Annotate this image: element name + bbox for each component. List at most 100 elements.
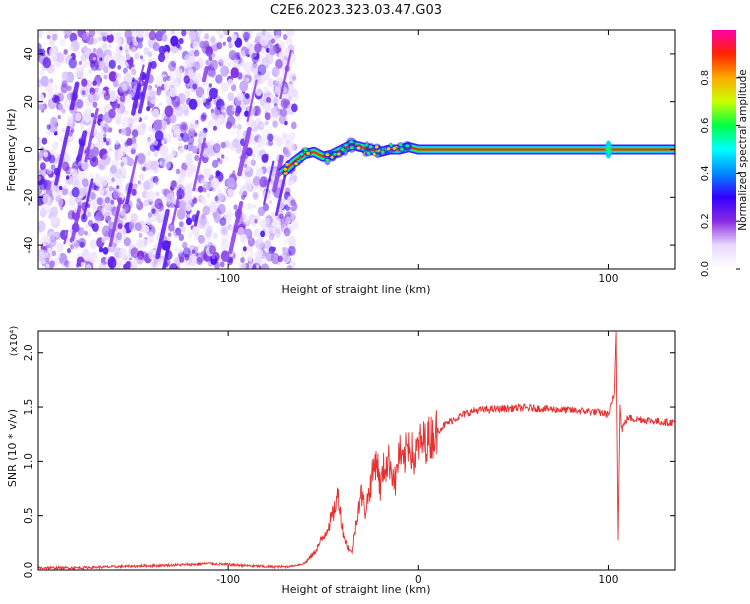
noise-speck bbox=[67, 210, 76, 220]
snr-ytick-label: 1.0 bbox=[23, 453, 35, 470]
noise-speck bbox=[57, 115, 61, 120]
spectrogram-xlabel: Height of straight line (km) bbox=[281, 283, 430, 296]
snr-ytick-label: 1.5 bbox=[23, 399, 35, 416]
noise-speck bbox=[81, 178, 89, 188]
ridge-blob-core bbox=[349, 140, 354, 144]
noise-speck bbox=[126, 137, 133, 146]
noise-speck bbox=[125, 260, 132, 269]
noise-streak bbox=[155, 208, 170, 260]
snr-xtick-label: 100 bbox=[598, 574, 618, 586]
noise-speck bbox=[191, 225, 200, 236]
noise-speck bbox=[156, 199, 160, 204]
noise-speck bbox=[77, 227, 85, 237]
noise-speck bbox=[90, 113, 95, 118]
noise-speck bbox=[53, 257, 60, 266]
noise-speck bbox=[228, 42, 233, 49]
noise-speck bbox=[216, 157, 221, 162]
noise-streak bbox=[161, 240, 172, 269]
noise-speck bbox=[169, 263, 178, 269]
noise-speck bbox=[146, 90, 156, 103]
noise-speck bbox=[263, 86, 268, 92]
noise-speck bbox=[70, 243, 75, 250]
noise-speck bbox=[71, 240, 80, 251]
noise-speck bbox=[205, 46, 214, 57]
noise-speck bbox=[185, 182, 192, 191]
noise-speck bbox=[257, 136, 266, 148]
noise-speck bbox=[156, 89, 162, 96]
noise-speck bbox=[56, 242, 64, 253]
noise-speck bbox=[209, 87, 218, 100]
noise-speck bbox=[201, 197, 207, 205]
noise-speck bbox=[239, 80, 249, 92]
noise-speck bbox=[201, 112, 207, 120]
ridge-blob-core bbox=[306, 151, 310, 155]
noise-speck bbox=[194, 49, 200, 57]
noise-speck bbox=[271, 66, 280, 78]
noise-speck bbox=[40, 75, 49, 87]
noise-speck bbox=[124, 62, 129, 67]
noise-speck bbox=[40, 104, 45, 110]
noise-speck bbox=[116, 114, 122, 122]
noise-speck bbox=[217, 192, 225, 201]
noise-speck bbox=[220, 141, 226, 149]
noise-speck bbox=[281, 108, 288, 117]
noise-speck bbox=[194, 119, 199, 125]
noise-speck bbox=[240, 262, 247, 269]
noise-speck bbox=[201, 96, 207, 103]
noise-speck bbox=[81, 33, 88, 41]
noise-streak bbox=[228, 201, 244, 254]
noise-speck bbox=[111, 158, 120, 169]
noise-speck bbox=[212, 232, 219, 240]
ridge-blob-core bbox=[303, 148, 308, 152]
colorbar-ticks: 0.0 0.2 0.4 0.6 0.8 bbox=[700, 70, 740, 277]
noise-speck bbox=[220, 239, 230, 251]
noise-speck bbox=[104, 184, 110, 192]
noise-streak bbox=[108, 197, 123, 247]
noise-streak bbox=[82, 178, 94, 220]
noise-speck bbox=[151, 108, 160, 119]
noise-speck bbox=[98, 246, 104, 253]
noise-speck bbox=[79, 186, 87, 197]
noise-speck bbox=[155, 30, 164, 42]
noise-speck bbox=[243, 216, 251, 225]
noise-speck bbox=[253, 228, 261, 238]
noise-speck bbox=[82, 45, 88, 53]
noise-speck bbox=[208, 83, 212, 88]
noise-speck bbox=[138, 182, 145, 190]
noise-speck bbox=[263, 102, 272, 112]
noise-speck bbox=[188, 255, 198, 267]
noise-speck bbox=[143, 199, 150, 207]
ridge-blob-core bbox=[283, 167, 288, 171]
noise-speck bbox=[164, 105, 174, 117]
colorbar-label: Normalized spectral amplitude bbox=[737, 69, 749, 230]
noise-speck bbox=[234, 96, 242, 106]
noise-speck bbox=[98, 187, 105, 196]
noise-speck bbox=[206, 124, 210, 130]
noise-speck bbox=[58, 90, 68, 102]
snr-panel: -100 0 100 0.0 0.5 1.0 1.5 2.0 Height of straig… bbox=[6, 326, 676, 596]
noise-speck bbox=[96, 48, 104, 58]
noise-speck bbox=[197, 185, 204, 193]
noise-speck bbox=[155, 181, 159, 186]
noise-speck bbox=[179, 256, 185, 263]
noise-speck bbox=[38, 30, 43, 38]
ridge-blob-core bbox=[333, 152, 337, 156]
noise-speck bbox=[75, 99, 84, 109]
noise-speck bbox=[207, 119, 214, 127]
noise-speck bbox=[89, 60, 96, 68]
noise-speck bbox=[197, 174, 205, 184]
noise-speck bbox=[168, 76, 175, 85]
noise-speck bbox=[95, 231, 99, 236]
noise-speck bbox=[144, 30, 150, 38]
noise-speck bbox=[226, 36, 232, 43]
spectrogram-ytick-label: -20 bbox=[23, 189, 35, 206]
noise-speck bbox=[159, 102, 162, 107]
noise-speck bbox=[257, 236, 263, 244]
noise-speck bbox=[188, 123, 195, 132]
noise-speck bbox=[136, 255, 144, 265]
noise-speck bbox=[90, 59, 99, 71]
noise-speck bbox=[158, 52, 166, 63]
noise-speck bbox=[227, 78, 234, 87]
noise-speck bbox=[66, 85, 71, 90]
